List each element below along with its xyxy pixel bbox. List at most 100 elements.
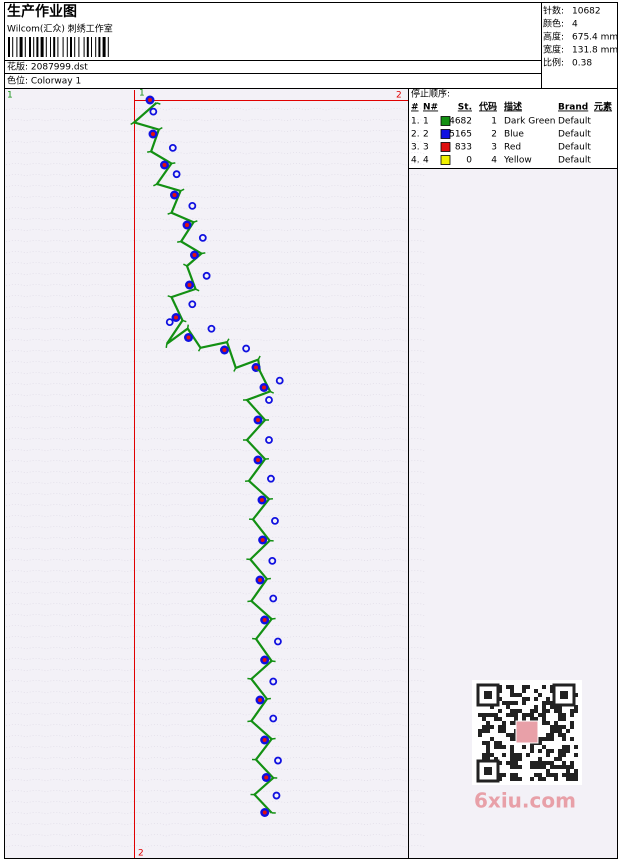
qr-cell xyxy=(574,709,578,713)
flower-center xyxy=(256,418,260,422)
qr-cell xyxy=(562,753,566,757)
stitch-spike xyxy=(147,151,151,152)
column-header: N# xyxy=(423,103,438,113)
qr-cell xyxy=(510,685,514,689)
qr-cell xyxy=(534,717,538,721)
bar xyxy=(63,37,64,57)
qr-cell xyxy=(486,721,490,725)
qr-cell xyxy=(558,757,562,761)
qr-cell xyxy=(502,773,506,777)
qr-cell xyxy=(558,717,562,721)
qr-cell xyxy=(534,709,538,713)
qr-cell xyxy=(534,689,538,693)
qr-cell xyxy=(498,725,502,729)
qr-cell xyxy=(486,741,490,745)
brand: Default xyxy=(558,130,591,140)
stitch-spike xyxy=(177,241,181,242)
qr-cell xyxy=(514,701,518,705)
qr-cell xyxy=(534,697,538,701)
qr-cell xyxy=(538,765,542,769)
qr-cell xyxy=(510,709,514,713)
qr-cell xyxy=(482,717,486,721)
row-index: 1. xyxy=(411,117,420,127)
stat-value: 131.8 mm xyxy=(572,46,618,56)
bar xyxy=(53,37,55,57)
bar xyxy=(70,37,72,57)
qr-cell xyxy=(530,745,534,749)
qr-cell xyxy=(574,745,578,749)
qr-cell xyxy=(502,745,506,749)
qr-cell xyxy=(486,725,490,729)
qr-cell xyxy=(510,761,514,765)
stat-label: 比例: xyxy=(543,57,564,69)
description: Dark Green xyxy=(504,117,555,127)
qr-cell xyxy=(482,713,486,717)
stat-value: 4 xyxy=(572,20,578,30)
color-swatch xyxy=(441,156,450,165)
qr-cell xyxy=(534,773,538,777)
flower-center xyxy=(258,698,262,702)
qr-cell xyxy=(482,725,486,729)
qr-cell xyxy=(562,733,566,737)
qr-cell xyxy=(570,721,574,725)
qr-cell xyxy=(562,713,566,717)
bar xyxy=(74,37,75,57)
qr-cell xyxy=(558,725,562,729)
bar xyxy=(95,37,96,57)
stitches: 5165 xyxy=(449,130,472,140)
qr-cell xyxy=(502,753,506,757)
qr-cell xyxy=(506,761,510,765)
qr-cell xyxy=(510,745,514,749)
qr-cell xyxy=(514,777,518,781)
needle: 4 xyxy=(423,156,429,166)
qr-cell xyxy=(538,693,542,697)
column-header: # xyxy=(411,103,419,113)
stat-value: 0.38 xyxy=(572,59,592,69)
qr-cell xyxy=(558,753,562,757)
qr-cell xyxy=(546,701,550,705)
qr-cell xyxy=(498,745,502,749)
qr-cell xyxy=(506,733,510,737)
flower-center xyxy=(263,811,267,815)
qr-cell xyxy=(558,709,562,713)
qr-cell xyxy=(570,709,574,713)
flower-center xyxy=(193,253,197,257)
flower-center xyxy=(256,458,260,462)
row-index: 2. xyxy=(411,130,420,140)
qr-cell xyxy=(562,773,566,777)
qr-cell xyxy=(514,753,518,757)
qr-cell xyxy=(538,777,542,781)
qr-cell xyxy=(518,709,522,713)
qr-cell xyxy=(486,745,490,749)
qr-cell xyxy=(502,729,506,733)
column-header: 代码 xyxy=(478,101,497,113)
qr-cell xyxy=(506,701,510,705)
qr-cell xyxy=(570,777,574,781)
marker: 1 xyxy=(139,89,145,99)
qr-cell xyxy=(550,773,554,777)
qr-cell xyxy=(558,765,562,769)
stat-value: 10682 xyxy=(572,7,601,17)
flower-center xyxy=(185,223,189,227)
stat-label: 颜色: xyxy=(543,18,564,30)
flower-center xyxy=(187,336,191,340)
qr-cell xyxy=(542,765,546,769)
qr-cell xyxy=(526,713,530,717)
qr-cell xyxy=(566,765,570,769)
bar xyxy=(87,37,89,57)
qr-cell xyxy=(510,693,514,697)
qr-cell xyxy=(550,749,554,753)
qr-cell xyxy=(498,729,502,733)
bar xyxy=(12,37,13,57)
qr-cell xyxy=(526,685,530,689)
qr-cell xyxy=(482,753,486,757)
qr-cell xyxy=(510,753,514,757)
qr-cell xyxy=(510,765,514,769)
qr-cell xyxy=(554,729,558,733)
title: 生产作业图 xyxy=(7,3,77,20)
qr-cell xyxy=(566,773,570,777)
flower-center xyxy=(223,348,227,352)
bar xyxy=(46,37,47,57)
qr-cell xyxy=(558,733,562,737)
qr-cell xyxy=(562,749,566,753)
